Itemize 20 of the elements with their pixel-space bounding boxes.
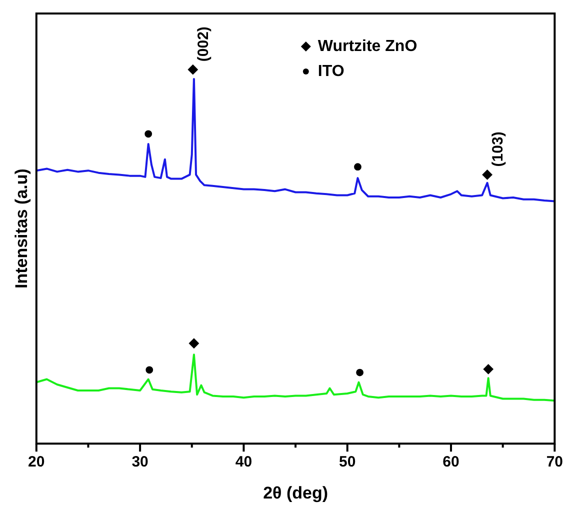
x-tick-label: 20 — [28, 454, 45, 471]
legend-label: Wurtzite ZnO — [318, 38, 418, 55]
point — [356, 368, 364, 376]
y-axis-title: Intensitas (a.u) — [12, 168, 31, 289]
legend-label: ITO — [318, 62, 344, 80]
x-tick-label: 70 — [546, 454, 563, 471]
point — [188, 338, 199, 348]
point — [188, 64, 198, 75]
annotation: (103) — [489, 132, 506, 167]
point — [354, 163, 362, 171]
x-tick-label: 50 — [339, 454, 356, 471]
annotation: (002) — [195, 26, 212, 62]
point — [482, 170, 492, 180]
point — [146, 366, 154, 374]
x-axis-title: 2θ (deg) — [263, 483, 328, 502]
x-tick-label: 40 — [235, 454, 252, 471]
point — [144, 130, 152, 138]
point — [483, 364, 494, 374]
x-tick-label: 30 — [132, 454, 148, 471]
x-tick-label: 60 — [442, 454, 460, 471]
